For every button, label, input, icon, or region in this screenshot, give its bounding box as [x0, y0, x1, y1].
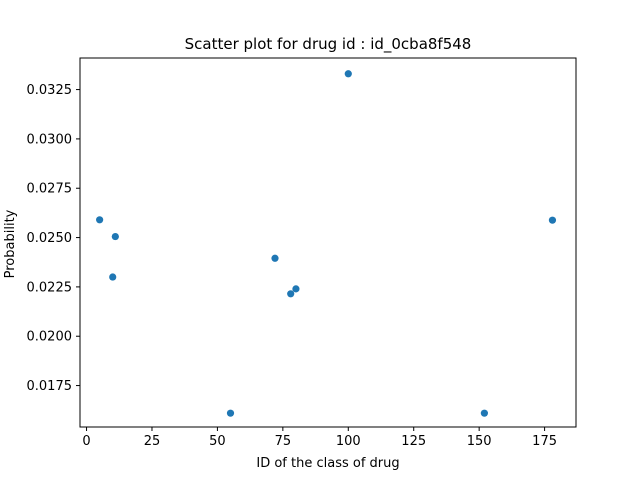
- y-tick-label: 0.0300: [27, 132, 73, 147]
- plot-area: [79, 57, 577, 428]
- x-tick-label: 125: [401, 434, 426, 449]
- scatter-point: [271, 254, 279, 262]
- x-tick-label: 75: [275, 434, 292, 449]
- scatter-point: [226, 409, 235, 417]
- x-tick-label: 0: [82, 434, 90, 449]
- x-tick-label: 150: [467, 434, 492, 449]
- x-tick-label: 175: [532, 434, 557, 449]
- y-tick-label: 0.0275: [27, 182, 73, 197]
- x-tick-label: 25: [144, 434, 161, 449]
- x-tick-label: 100: [336, 434, 361, 449]
- x-tick-label: 50: [209, 434, 226, 449]
- data-points: [96, 70, 557, 417]
- scatter-point: [96, 216, 104, 224]
- x-axis-label: ID of the class of drug: [256, 456, 399, 471]
- plot-frame: [79, 57, 577, 428]
- y-tick-label: 0.0250: [27, 231, 73, 246]
- y-axis-label: Probability: [3, 209, 18, 278]
- scatter-point: [109, 273, 117, 281]
- scatter-point: [344, 70, 352, 78]
- scatter-point: [548, 216, 557, 224]
- y-axis: 0.0175 0.0200 0.0225 0.0250 0.0275 0.0300 0.03…: [27, 83, 80, 394]
- y-tick-label: 0.0200: [27, 330, 73, 345]
- y-tick-label: 0.0225: [27, 280, 73, 295]
- scatter-point: [287, 290, 295, 298]
- scatter-point: [480, 409, 488, 417]
- scatter-point: [111, 232, 119, 241]
- y-tick-label: 0.0175: [27, 379, 73, 394]
- y-tick-label: 0.0325: [27, 83, 73, 98]
- scatter-point: [292, 285, 300, 293]
- chart-title: Scatter plot for drug id : id_0cba8f548: [185, 35, 472, 54]
- x-axis: 0 25 50 75 100 125 150 175: [82, 427, 557, 449]
